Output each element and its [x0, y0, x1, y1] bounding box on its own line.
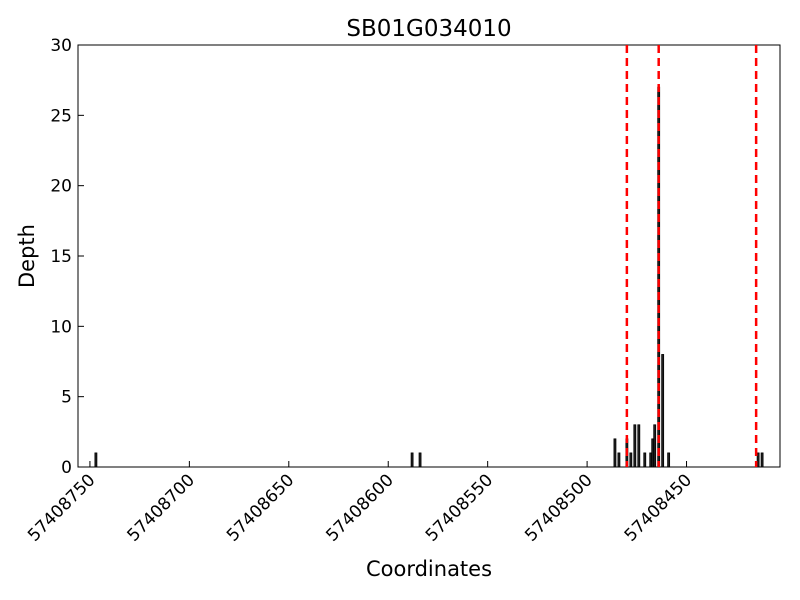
y-tick-label: 25 [50, 106, 72, 126]
bar [667, 452, 671, 468]
x-tick-label: 57408700 [124, 470, 199, 545]
y-tick-label: 0 [61, 458, 72, 478]
y-tick-label: 10 [50, 317, 72, 337]
bar [613, 438, 617, 468]
bar [94, 452, 98, 468]
bar [418, 452, 422, 468]
y-tick-label: 5 [61, 388, 72, 408]
x-tick-label: 57408650 [223, 470, 298, 545]
y-tick-label: 20 [50, 177, 72, 197]
bar [661, 354, 665, 468]
bar [643, 452, 647, 468]
x-axis-label: Coordinates [366, 557, 492, 581]
bar [410, 452, 414, 468]
y-axis-label: Depth [15, 224, 39, 288]
bar [760, 452, 764, 468]
bar [629, 452, 633, 468]
plot-frame [77, 44, 781, 468]
x-tick-label: 57408500 [521, 470, 596, 545]
x-tick-label: 57408550 [422, 470, 497, 545]
y-tick-label: 15 [50, 247, 72, 267]
bar [653, 424, 657, 468]
bar [617, 452, 621, 468]
x-tick-label: 57408450 [621, 470, 696, 545]
chart-title: SB01G034010 [346, 16, 511, 42]
y-tick-label: 30 [50, 36, 72, 56]
x-tick-label: 57408600 [322, 470, 397, 545]
bar [633, 424, 637, 468]
bar [756, 452, 760, 468]
x-tick-label: 57408750 [24, 470, 99, 545]
bar [637, 424, 641, 468]
